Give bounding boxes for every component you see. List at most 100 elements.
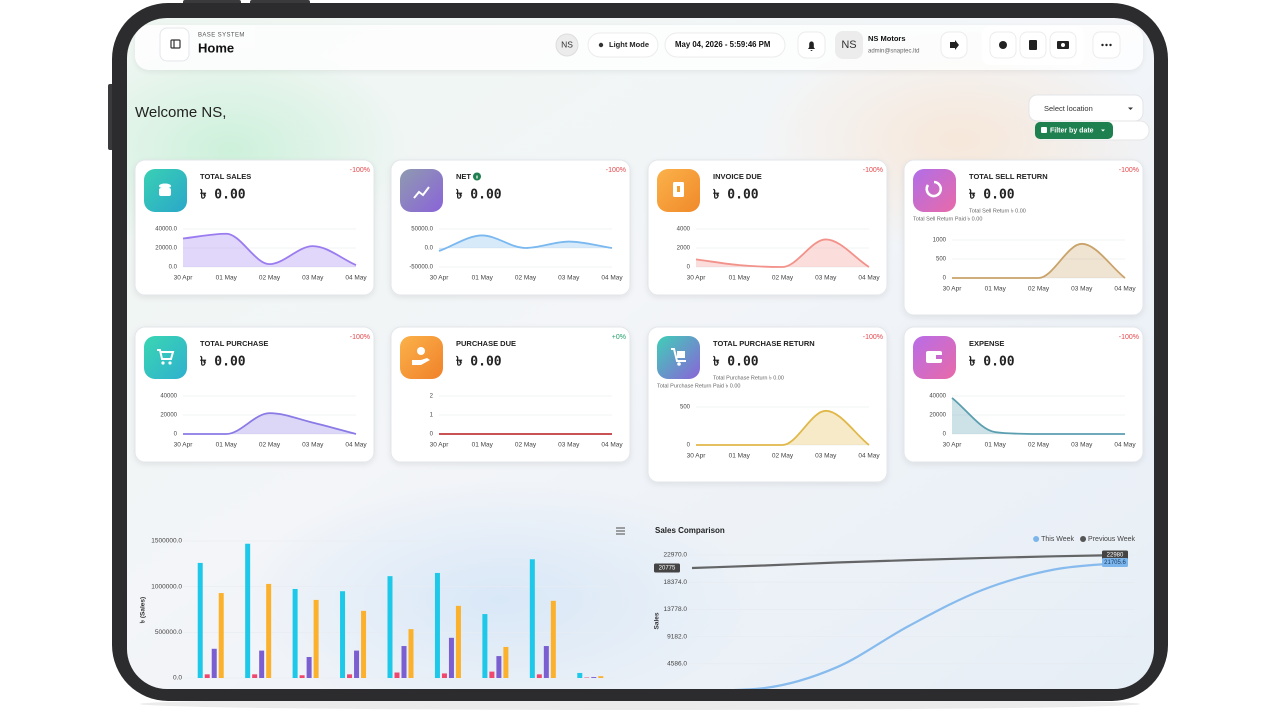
badge[interactable] (555, 33, 579, 57)
more-icon (1101, 43, 1104, 47)
y-tick-label: 22970.0 (664, 552, 688, 559)
card-title: TOTAL SELL RETURN (969, 172, 1048, 181)
card-note: Total Purchase Return ৳ 0.00 (713, 374, 784, 381)
y-axis-label: Sales (654, 612, 661, 629)
header-title: Home (198, 40, 234, 55)
stat-card (390, 159, 631, 296)
x-tick-label: 30 Apr (943, 286, 963, 293)
filter-caret (1101, 129, 1105, 132)
icon-glyph (157, 349, 175, 360)
card-amount: ৳ 0.00 (969, 355, 1015, 370)
x-tick-label: 30 Apr (943, 442, 963, 449)
bar (536, 674, 542, 678)
y-tick-label: 500000.0 (155, 629, 182, 636)
bar (354, 650, 360, 678)
card-note: Total Sell Return Paid ৳ 0.00 (913, 215, 982, 222)
card-change: -100% (350, 167, 370, 174)
location-placeholder: Select location (1044, 104, 1093, 113)
x-tick-label: 03 May (815, 275, 837, 282)
bar (361, 610, 367, 678)
card-amount: ৳ 0.00 (713, 188, 759, 203)
calculator-icon (1029, 40, 1037, 50)
logout-icon (950, 40, 959, 50)
data-label-box (654, 563, 680, 573)
x-tick-label: 04 May (858, 453, 880, 460)
background-glow (240, 480, 760, 689)
x-tick-label: 01 May (985, 442, 1007, 449)
bar (292, 588, 298, 678)
x-tick-label: 01 May (216, 442, 238, 449)
icon-glyph (412, 358, 430, 365)
area-fill (696, 410, 869, 445)
x-tick-label: 03 May (815, 453, 837, 460)
data-label-box (1102, 557, 1128, 567)
area-fill (439, 235, 612, 252)
x-tick-label: 03 May (1071, 286, 1093, 293)
bar (197, 562, 203, 678)
bar (266, 583, 272, 678)
badge-text: NS (561, 39, 573, 49)
y-tick-label: 0 (687, 265, 691, 271)
filter-label: Filter by date (1050, 127, 1094, 134)
y-tick-label: 0 (174, 432, 178, 438)
card-title: TOTAL PURCHASE (200, 339, 268, 348)
card-change: -100% (606, 167, 626, 174)
bar (259, 650, 265, 678)
stat-card (390, 326, 631, 463)
y-tick-label: 40000 (160, 394, 177, 400)
x-tick-label: 03 May (302, 275, 324, 282)
bar (598, 676, 604, 678)
data-label: 22980 (1107, 553, 1124, 559)
filter-button[interactable] (1035, 122, 1113, 139)
card-change: +0% (612, 334, 626, 341)
y-tick-label: 13778.0 (664, 606, 688, 613)
area-fill (183, 413, 356, 434)
header-section: BASE SYSTEM (198, 33, 245, 39)
y-tick-label: 0 (430, 432, 434, 438)
x-tick-label: 02 May (259, 275, 281, 282)
x-tick-label: 30 Apr (687, 453, 707, 460)
area-fill (696, 239, 869, 267)
y-tick-label: 0 (943, 432, 947, 438)
x-tick-label: 04 May (858, 275, 880, 282)
stat-card (134, 326, 375, 463)
card-note: Total Purchase Return Paid ৳ 0.00 (657, 382, 740, 389)
icon-glyph (161, 361, 165, 365)
card-change: -100% (863, 167, 883, 174)
info-icon (476, 175, 478, 179)
x-tick-label: 01 May (216, 275, 238, 282)
user-avatar[interactable] (835, 31, 863, 59)
bar (550, 600, 556, 678)
x-tick-label: 04 May (1114, 286, 1136, 293)
legend-label: This Week (1041, 536, 1074, 543)
y-tick-label: 4000 (677, 227, 691, 233)
y-tick-label: 20000 (929, 413, 946, 419)
card-amount: ৳ 0.00 (713, 355, 759, 370)
screen: BASE SYSTEM Home NS Light Mode May 04, 2… (127, 18, 1154, 689)
area-line (951, 397, 1125, 435)
y-axis-label: ৳ (Sales) (139, 597, 147, 623)
icon-glyph (159, 183, 171, 189)
bar (252, 674, 258, 678)
card-icon (913, 169, 956, 212)
card-title: TOTAL SALES (200, 172, 251, 181)
icon-glyph (936, 355, 942, 359)
bar (441, 673, 447, 678)
mode-toggle[interactable] (587, 32, 659, 58)
bar (434, 572, 440, 678)
area-line (696, 409, 870, 446)
area-line (695, 238, 870, 268)
bar (387, 576, 393, 678)
y-tick-label: 4586.0 (667, 661, 687, 668)
bar (529, 559, 535, 678)
y-tick-label: 40000.0 (155, 227, 177, 233)
x-tick-label: 04 May (345, 275, 367, 282)
x-tick-label: 02 May (515, 442, 537, 449)
bar (211, 648, 217, 678)
y-tick-label: 40000 (929, 394, 946, 400)
bar (455, 605, 461, 678)
x-tick-label: 30 Apr (430, 442, 450, 449)
bar (591, 677, 597, 678)
